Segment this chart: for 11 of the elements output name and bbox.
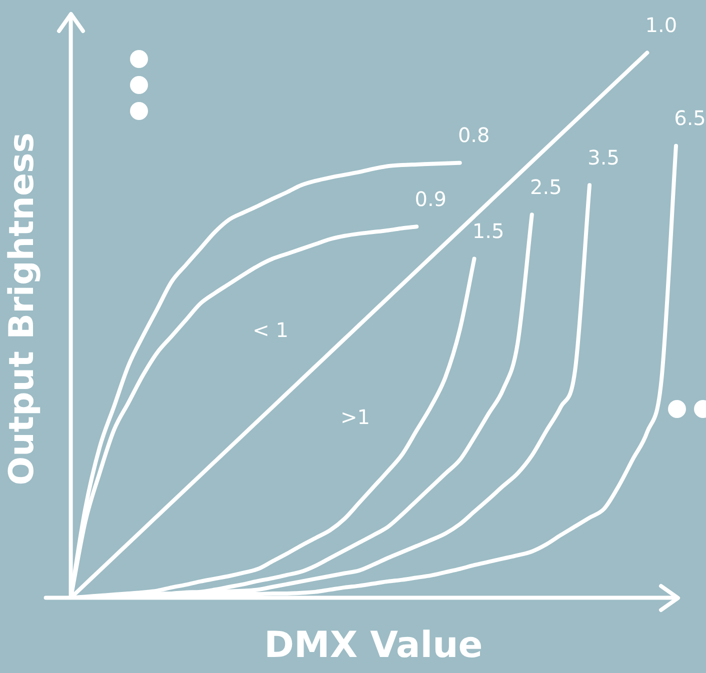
series-label: 6.5 <box>674 106 706 130</box>
series-label: 3.5 <box>588 145 620 170</box>
series-label: 0.8 <box>458 123 490 148</box>
annotation: < 1 <box>252 318 288 342</box>
series-label: 2.5 <box>530 174 562 199</box>
series-label: 1.0 <box>645 12 678 37</box>
x-axis-title: DMX Value <box>264 624 483 666</box>
series-label: 1.5 <box>472 218 504 243</box>
y-axis-title: Output Brightness <box>2 132 42 486</box>
annotation: >1 <box>340 404 370 429</box>
series-label: 0.9 <box>414 186 447 211</box>
